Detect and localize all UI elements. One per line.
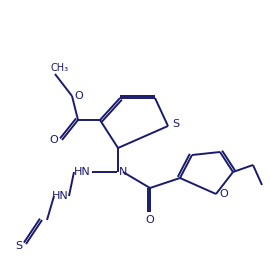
Text: N: N [119,167,127,177]
Text: O: O [50,135,58,145]
Text: O: O [220,189,228,199]
Text: CH₃: CH₃ [51,63,69,73]
Text: O: O [75,91,83,101]
Text: S: S [15,241,23,251]
Text: HN: HN [74,167,90,177]
Text: HN: HN [52,191,68,201]
Text: O: O [146,215,154,225]
Text: S: S [173,119,180,129]
